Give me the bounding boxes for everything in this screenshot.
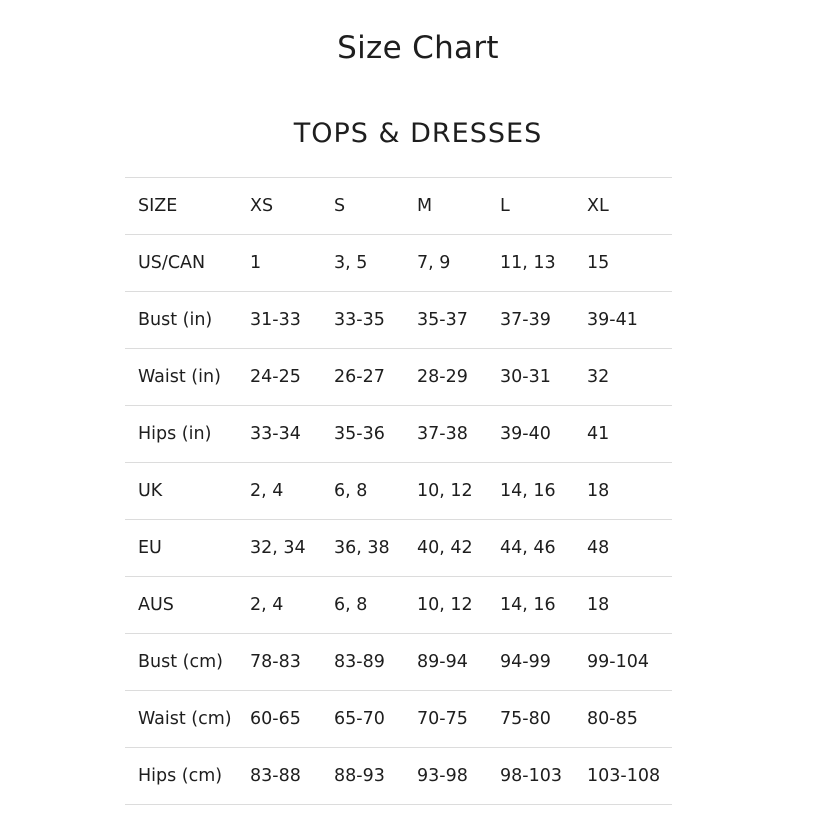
table-cell: 6, 8 bbox=[321, 462, 404, 520]
table-cell: 2, 4 bbox=[237, 576, 321, 634]
table-cell: 103-108 bbox=[574, 747, 672, 805]
table-row: Bust (cm) 78-83 83-89 89-94 94-99 99-104 bbox=[125, 633, 672, 691]
table-cell: 41 bbox=[574, 405, 672, 463]
table-cell: 39-41 bbox=[574, 291, 672, 349]
section-title: TOPS & DRESSES bbox=[293, 118, 543, 149]
table-cell: 30-31 bbox=[487, 348, 574, 406]
table-row: Waist (in) 24-25 26-27 28-29 30-31 32 bbox=[125, 348, 672, 406]
table-cell: 2, 4 bbox=[237, 462, 321, 520]
row-label: Bust (cm) bbox=[125, 633, 237, 691]
table-cell: 75-80 bbox=[487, 690, 574, 748]
table-cell: 10, 12 bbox=[404, 462, 487, 520]
table-cell: 93-98 bbox=[404, 747, 487, 805]
row-label: EU bbox=[125, 519, 237, 577]
table-cell: 40, 42 bbox=[404, 519, 487, 577]
table-cell: 48 bbox=[574, 519, 672, 577]
table-cell: 83-89 bbox=[321, 633, 404, 691]
table-cell: 44, 46 bbox=[487, 519, 574, 577]
header-cell: SIZE bbox=[125, 177, 237, 235]
table-cell: 70-75 bbox=[404, 690, 487, 748]
header-cell: XS bbox=[237, 177, 321, 235]
table-row: Bust (in) 31-33 33-35 35-37 37-39 39-41 bbox=[125, 291, 672, 349]
table-cell: 18 bbox=[574, 462, 672, 520]
table-cell: 32, 34 bbox=[237, 519, 321, 577]
row-label: UK bbox=[125, 462, 237, 520]
table-cell: 60-65 bbox=[237, 690, 321, 748]
table-cell: 24-25 bbox=[237, 348, 321, 406]
row-label: Waist (in) bbox=[125, 348, 237, 406]
table-row: Waist (cm) 60-65 65-70 70-75 75-80 80-85 bbox=[125, 690, 672, 748]
row-label: Hips (in) bbox=[125, 405, 237, 463]
table-cell: 36, 38 bbox=[321, 519, 404, 577]
header-cell: L bbox=[487, 177, 574, 235]
table-cell: 1 bbox=[237, 234, 321, 292]
page-title: Size Chart bbox=[337, 30, 499, 66]
table-cell: 32 bbox=[574, 348, 672, 406]
table-cell: 26-27 bbox=[321, 348, 404, 406]
table-cell: 80-85 bbox=[574, 690, 672, 748]
table-cell: 6, 8 bbox=[321, 576, 404, 634]
table-cell: 94-99 bbox=[487, 633, 574, 691]
table-cell: 37-39 bbox=[487, 291, 574, 349]
table-cell: 99-104 bbox=[574, 633, 672, 691]
table-row: Hips (in) 33-34 35-36 37-38 39-40 41 bbox=[125, 405, 672, 463]
table-cell: 31-33 bbox=[237, 291, 321, 349]
table-cell: 65-70 bbox=[321, 690, 404, 748]
table-cell: 18 bbox=[574, 576, 672, 634]
table-cell: 14, 16 bbox=[487, 576, 574, 634]
size-chart-table: SIZE XS S M L XL US/CAN 1 3, 5 7, 9 11, 13 15 Bust (… bbox=[125, 177, 672, 805]
table-cell: 11, 13 bbox=[487, 234, 574, 292]
table-row: US/CAN 1 3, 5 7, 9 11, 13 15 bbox=[125, 234, 672, 292]
table-cell: 35-37 bbox=[404, 291, 487, 349]
table-cell: 35-36 bbox=[321, 405, 404, 463]
table-cell: 88-93 bbox=[321, 747, 404, 805]
table-cell: 15 bbox=[574, 234, 672, 292]
table-cell: 78-83 bbox=[237, 633, 321, 691]
table-cell: 3, 5 bbox=[321, 234, 404, 292]
row-label: Hips (cm) bbox=[125, 747, 237, 805]
table-cell: 89-94 bbox=[404, 633, 487, 691]
table-row: UK 2, 4 6, 8 10, 12 14, 16 18 bbox=[125, 462, 672, 520]
header-cell: XL bbox=[574, 177, 672, 235]
table-cell: 39-40 bbox=[487, 405, 574, 463]
row-label: Waist (cm) bbox=[125, 690, 237, 748]
table-cell: 98-103 bbox=[487, 747, 574, 805]
header-cell: M bbox=[404, 177, 487, 235]
table-cell: 33-35 bbox=[321, 291, 404, 349]
table-cell: 10, 12 bbox=[404, 576, 487, 634]
table-cell: 37-38 bbox=[404, 405, 487, 463]
table-row: Hips (cm) 83-88 88-93 93-98 98-103 103-108 bbox=[125, 747, 672, 805]
row-label: Bust (in) bbox=[125, 291, 237, 349]
row-label: US/CAN bbox=[125, 234, 237, 292]
row-label: AUS bbox=[125, 576, 237, 634]
header-cell: S bbox=[321, 177, 404, 235]
table-cell: 33-34 bbox=[237, 405, 321, 463]
table-cell: 14, 16 bbox=[487, 462, 574, 520]
table-cell: 83-88 bbox=[237, 747, 321, 805]
table-row: EU 32, 34 36, 38 40, 42 44, 46 48 bbox=[125, 519, 672, 577]
table-row: AUS 2, 4 6, 8 10, 12 14, 16 18 bbox=[125, 576, 672, 634]
table-header-row: SIZE XS S M L XL bbox=[125, 177, 672, 235]
table-cell: 28-29 bbox=[404, 348, 487, 406]
table-cell: 7, 9 bbox=[404, 234, 487, 292]
